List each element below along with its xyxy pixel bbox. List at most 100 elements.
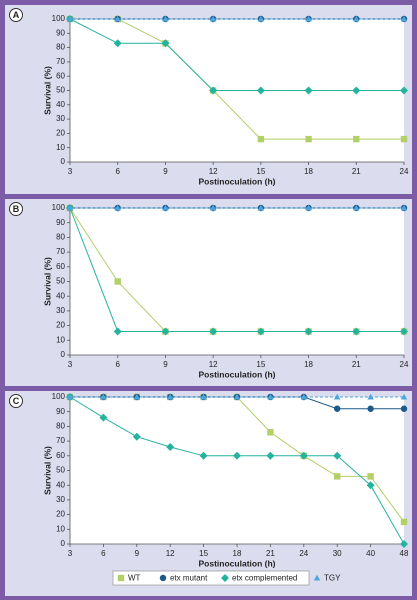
marker [299, 451, 308, 460]
x-tick-label: 15 [199, 549, 208, 558]
panel-label: B [13, 204, 20, 214]
panel-label: A [13, 10, 20, 20]
series-line [69, 18, 404, 91]
y-tick-label: 50 [56, 466, 65, 475]
y-tick-label: 0 [61, 350, 66, 359]
panel-label: C [13, 396, 20, 406]
marker [114, 278, 121, 285]
y-tick-label: 70 [56, 436, 65, 445]
marker [114, 15, 121, 22]
marker [257, 15, 265, 22]
marker [400, 204, 408, 211]
marker [256, 327, 265, 336]
marker [113, 327, 122, 336]
x-tick-label: 24 [400, 167, 409, 176]
marker [367, 473, 374, 480]
x-tick-label: 18 [233, 549, 242, 558]
y-tick-label: 40 [56, 100, 65, 109]
marker [233, 393, 241, 400]
x-tick-label: 21 [352, 167, 361, 176]
x-tick-label: 24 [400, 360, 409, 369]
x-tick-label: 15 [256, 360, 265, 369]
x-tick-label: 9 [163, 360, 168, 369]
marker [209, 204, 217, 211]
y-tick-label: 60 [56, 71, 65, 80]
y-axis-title: Survival (%) [42, 66, 52, 115]
marker [113, 39, 122, 48]
plot-area [70, 397, 404, 544]
x-tick-label: 48 [400, 549, 409, 558]
y-tick-label: 50 [56, 86, 65, 95]
y-tick-label: 70 [56, 57, 65, 66]
marker [400, 15, 408, 22]
marker [117, 574, 125, 582]
marker [305, 15, 312, 22]
panel-badge [9, 202, 23, 216]
marker [352, 86, 361, 95]
marker [114, 204, 121, 211]
x-axis-title: Postinoculation (h) [199, 558, 276, 568]
y-tick-label: 60 [56, 451, 65, 460]
marker [199, 451, 208, 460]
y-tick-label: 0 [61, 157, 66, 166]
x-tick-label: 12 [209, 167, 218, 176]
x-axis-title: Postinoculation (h) [199, 369, 276, 379]
marker [353, 135, 360, 143]
series-line [69, 207, 404, 332]
y-tick-label: 20 [56, 129, 65, 138]
marker [166, 442, 175, 451]
plot-area [70, 208, 404, 355]
marker [304, 327, 313, 336]
marker [161, 39, 170, 48]
marker [353, 15, 360, 22]
x-tick-label: 30 [333, 549, 342, 558]
y-axis-title: Survival (%) [42, 257, 52, 306]
marker [267, 393, 274, 400]
x-tick-label: 21 [352, 360, 361, 369]
marker [159, 574, 167, 582]
y-tick-label: 100 [52, 14, 66, 23]
marker [200, 393, 207, 400]
marker [257, 135, 265, 143]
marker [305, 204, 312, 211]
x-tick-label: 3 [68, 167, 73, 176]
marker [305, 135, 312, 143]
x-tick-label: 6 [115, 167, 120, 176]
y-tick-label: 100 [52, 203, 66, 212]
marker [209, 86, 218, 95]
marker [66, 393, 74, 400]
x-axis-title: Postinoculation (h) [199, 176, 276, 186]
marker [66, 15, 74, 22]
marker [300, 393, 307, 400]
marker [167, 393, 174, 400]
y-tick-label: 10 [56, 524, 65, 533]
y-tick-label: 20 [56, 510, 65, 519]
x-tick-label: 3 [68, 549, 73, 558]
y-tick-label: 80 [56, 43, 65, 52]
x-tick-label: 15 [256, 167, 265, 176]
marker [400, 327, 408, 336]
y-tick-label: 40 [56, 480, 65, 489]
y-tick-label: 20 [56, 321, 65, 330]
marker [66, 204, 74, 211]
legend-label: TGY [324, 574, 341, 583]
legend [112, 570, 310, 586]
y-tick-label: 90 [56, 407, 65, 416]
marker [313, 574, 321, 581]
panel-badge [9, 394, 23, 408]
y-tick-label: 30 [56, 306, 65, 315]
y-tick-label: 30 [56, 114, 65, 123]
y-tick-label: 50 [56, 277, 65, 286]
marker [256, 86, 265, 95]
legend-label: etx complemented [232, 574, 297, 583]
y-tick-label: 60 [56, 262, 65, 271]
y-tick-label: 90 [56, 218, 65, 227]
marker [367, 405, 374, 412]
marker [99, 413, 108, 422]
legend-label: WT [128, 574, 141, 583]
marker [161, 327, 170, 336]
marker [352, 327, 361, 336]
y-tick-label: 0 [61, 539, 66, 548]
marker [400, 540, 408, 548]
